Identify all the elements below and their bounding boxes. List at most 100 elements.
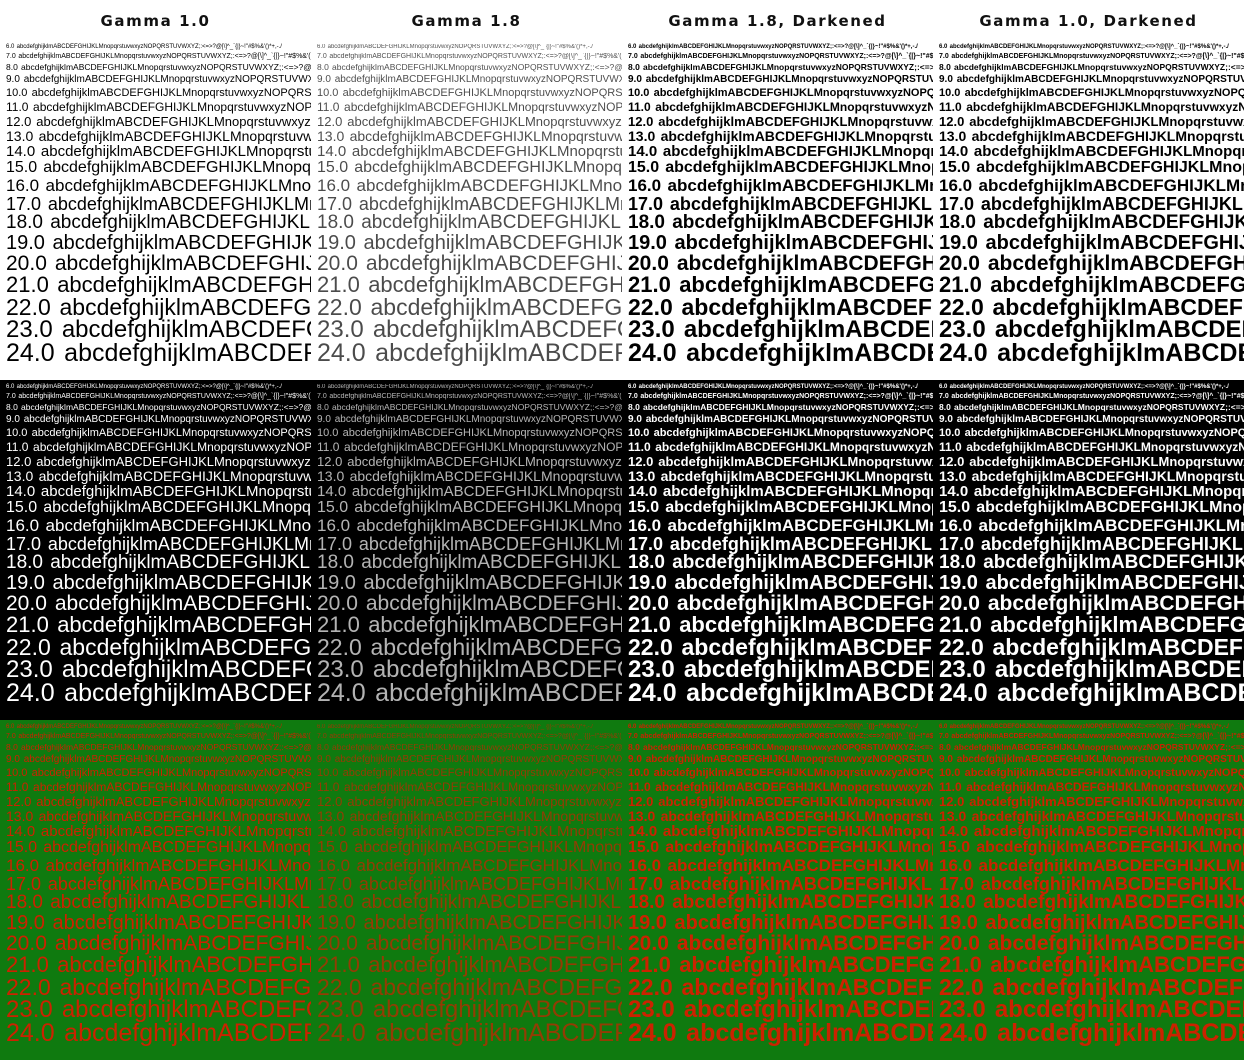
- point-size-label: 19.0: [939, 912, 978, 934]
- point-size-label: 7.0: [939, 53, 949, 60]
- sample-line: 15.0 abcdefghijklmABCDEFGHIJKLMnopqrstuv: [6, 500, 311, 516]
- sample-text: abcdefghijklmABCDEFGHIJKLM: [674, 232, 933, 254]
- sample-text: abcdefghijklmABCDEFGHIJKLMnopqrstuvwxyzN…: [23, 74, 311, 85]
- point-size-label: 13.0: [317, 128, 345, 144]
- sample-line: 21.0 abcdefghijklmABCDEFGHIJK: [317, 274, 622, 296]
- sample-text: abcdefghijklmABCDEFGHIJKLMnopqrstuvwxyzN…: [347, 114, 622, 129]
- sample-text: abcdefghijklmABCDEFGHIJKLM: [363, 572, 622, 594]
- sample-text: abcdefghijklmABCDEFGH: [683, 996, 933, 1023]
- point-size-label: 19.0: [6, 232, 45, 254]
- sample-text: abcdefghijklmABCDEFGHIJKLMnopqrstuvwx: [351, 823, 622, 840]
- point-size-label: 24.0: [317, 339, 366, 367]
- point-size-label: 24.0: [628, 1019, 677, 1047]
- point-size-label: 24.0: [6, 679, 55, 707]
- sample-line: 15.0 abcdefghijklmABCDEFGHIJKLMnopqrstuv: [628, 500, 933, 516]
- point-size-label: 8.0: [628, 402, 640, 412]
- point-size-label: 16.0: [939, 176, 973, 195]
- point-size-label: 15.0: [939, 839, 971, 856]
- sample-line: 20.0 abcdefghijklmABCDEFGHIJKL: [317, 253, 622, 274]
- sample-text: abcdefghijklmABCDEFGHIJKLMnopqrstuvwxyzN…: [31, 767, 311, 779]
- point-size-label: 17.0: [317, 534, 353, 554]
- sample-line: 12.0 abcdefghijklmABCDEFGHIJKLMnopqrstuvw…: [6, 795, 311, 808]
- point-size-label: 7.0: [628, 393, 638, 400]
- point-size-label: 10.0: [628, 87, 650, 99]
- sample-line: 21.0 abcdefghijklmABCDEFGHIJK: [939, 274, 1244, 296]
- sample-line: 19.0 abcdefghijklmABCDEFGHIJKLM: [317, 913, 622, 933]
- column-header-row: Gamma 1.0 Gamma 1.8 Gamma 1.8, Darkened …: [0, 0, 1244, 40]
- point-size-label: 16.0: [628, 176, 662, 195]
- sample-line: 12.0 abcdefghijklmABCDEFGHIJKLMnopqrstuvw…: [939, 795, 1244, 808]
- point-size-label: 8.0: [6, 742, 18, 752]
- point-size-label: 12.0: [939, 794, 965, 809]
- point-size-label: 20.0: [939, 932, 980, 955]
- sample-text: abcdefghijklmABCDEFGHIJKLMnopqrstuvwxyzN: [971, 468, 1244, 484]
- sample-text: abcdefghijklmABCDEFGHIJKLMnopqrst: [356, 516, 622, 535]
- point-size-label: 24.0: [939, 339, 988, 367]
- point-size-label: 13.0: [939, 128, 967, 144]
- point-size-label: 10.0: [317, 427, 339, 439]
- sample-line: 18.0 abcdefghijklmABCDEFGHIJKLMno: [317, 213, 622, 232]
- point-size-label: 16.0: [628, 856, 662, 875]
- sample-line: 21.0 abcdefghijklmABCDEFGHIJK: [628, 614, 933, 636]
- sample-text: abcdefghijklmABCDEFGHIJKLMnopqrstuvwxyzN…: [658, 114, 933, 129]
- point-size-label: 9.0: [317, 754, 331, 765]
- sample-line: 13.0abcdefghijklmABCDEFGHIJKLMnopqrstuvw…: [939, 809, 1244, 823]
- sample-text: abcdefghijklmABCDEFGHIJKLMnopqrstuvwxyzN…: [954, 742, 1244, 752]
- point-size-label: 9.0: [317, 414, 331, 425]
- point-size-label: 19.0: [317, 572, 356, 594]
- sample-text: abcdefghijklmABCDEFGHIJKLMno: [50, 212, 311, 233]
- sample-text: abcdefghijklmABCDEFGHIJKLMnopqrstuvwxyzN: [349, 468, 622, 484]
- sample-line: 19.0 abcdefghijklmABCDEFGHIJKLM: [317, 233, 622, 253]
- band-red-on-green: 6.0 abcdefghijklmABCDEFGHIJKLMnopqrstuvwx…: [0, 720, 1244, 1060]
- sample-text: abcdefghijklmABCDEFGHIJKLMnopqrstuvwxyzN…: [23, 754, 311, 765]
- point-size-label: 12.0: [6, 794, 32, 809]
- point-size-label: 19.0: [939, 232, 978, 254]
- sample-text: abcdefghijklmABCDEFGHIJKLMnopqrstuvwxyzN…: [332, 402, 622, 412]
- point-size-label: 14.0: [317, 483, 347, 500]
- sample-line: 10.0 abcdefghijklmABCDEFGHIJKLMnopqrstuvw…: [6, 768, 311, 779]
- sample-line: 19.0 abcdefghijklmABCDEFGHIJKLM: [628, 913, 933, 933]
- sample-line: 11.0 abcdefghijklmABCDEFGHIJKLMnopqrstuvw…: [6, 781, 311, 793]
- sample-text: abcdefghijklmABCDEFGHIJKLMnopqrstuvwxyzN…: [332, 742, 622, 752]
- point-size-label: 23.0: [939, 996, 986, 1023]
- point-size-label: 11.0: [317, 100, 340, 114]
- sample-text: abcdefghijklmABCDEFGHIJ: [992, 634, 1244, 660]
- sample-text: abcdefghijklmABCDEFGHIJKLMnopqrstuvwxyzN…: [964, 767, 1244, 779]
- point-size-label: 18.0: [6, 892, 43, 913]
- sample-text: abcdefghijklmABCDEFGHIJKLMnopq: [669, 194, 933, 214]
- column-header-gamma-1-0: Gamma 1.0: [100, 12, 211, 30]
- point-size-label: 8.0: [317, 742, 329, 752]
- point-size-label: 9.0: [939, 754, 953, 765]
- sample-text: abcdefghijklmABCDEFGHIJKLMnopqrstuv: [665, 499, 933, 516]
- sample-line: 23.0 abcdefghijklmABCDEFGH: [6, 658, 311, 682]
- sample-line: 24.0 abcdefghijklmABCDEFG: [317, 341, 622, 366]
- sample-line: 24.0 abcdefghijklmABCDEFG: [939, 341, 1244, 366]
- sample-text: abcdefghijklmABCDEFGHIJKLMnopqrstuvwxyzN…: [334, 74, 622, 85]
- sample-line: 18.0 abcdefghijklmABCDEFGHIJKLMno: [939, 553, 1244, 572]
- sample-text: abcdefghijklmABCDEFG: [686, 679, 933, 707]
- point-size-label: 7.0: [628, 53, 638, 60]
- sample-line: 18.0 abcdefghijklmABCDEFGHIJKLMno: [317, 893, 622, 912]
- sample-text: abcdefghijklmABCDEFGHIJKLMnopqrstuvwxyzN: [38, 468, 311, 484]
- sample-text: abcdefghijklmABCDEFGHIJKLMnopqrstuvwxyzN: [38, 128, 311, 144]
- point-size-label: 14.0: [6, 823, 36, 840]
- sample-text: abcdefghijklmABCDEFGH: [61, 996, 311, 1023]
- sample-line: 9.0 abcdefghijklmABCDEFGHIJKLMnopqrstuvwx…: [317, 75, 622, 85]
- sample-line: 16.0 abcdefghijklmABCDEFGHIJKLMnopqrst: [6, 857, 311, 874]
- sample-line: 12.0 abcdefghijklmABCDEFGHIJKLMnopqrstuvw…: [6, 115, 311, 128]
- sample-text: abcdefghijklmABCDEFGHIJKLMnopqrstuvwxyzN…: [658, 794, 933, 809]
- point-size-label: 24.0: [6, 1019, 55, 1047]
- sample-text: abcdefghijklmABCDEFGHIJKLMno: [361, 552, 622, 573]
- sample-text: abcdefghijklmABCDEFGHIJ: [370, 974, 623, 1000]
- point-size-label: 6.0: [317, 44, 326, 50]
- sample-text: abcdefghijklmABCDEFGHIJKLMnopqrstuvwxyzN…: [956, 74, 1244, 85]
- sample-line: 8.0 abcdefghijklmABCDEFGHIJKLMnopqrstuvwx…: [628, 743, 933, 752]
- sample-line: 12.0 abcdefghijklmABCDEFGHIJKLMnopqrstuvw…: [628, 115, 933, 128]
- point-size-label: 10.0: [628, 427, 650, 439]
- sample-text: abcdefghijklmABCDEFGHIJKLMnopqrstuvwxyzN…: [36, 114, 311, 129]
- sample-text: abcdefghijklmABCDEFGHIJKLMnopq: [358, 534, 622, 554]
- sample-line: 13.0abcdefghijklmABCDEFGHIJKLMnopqrstuvw…: [628, 129, 933, 143]
